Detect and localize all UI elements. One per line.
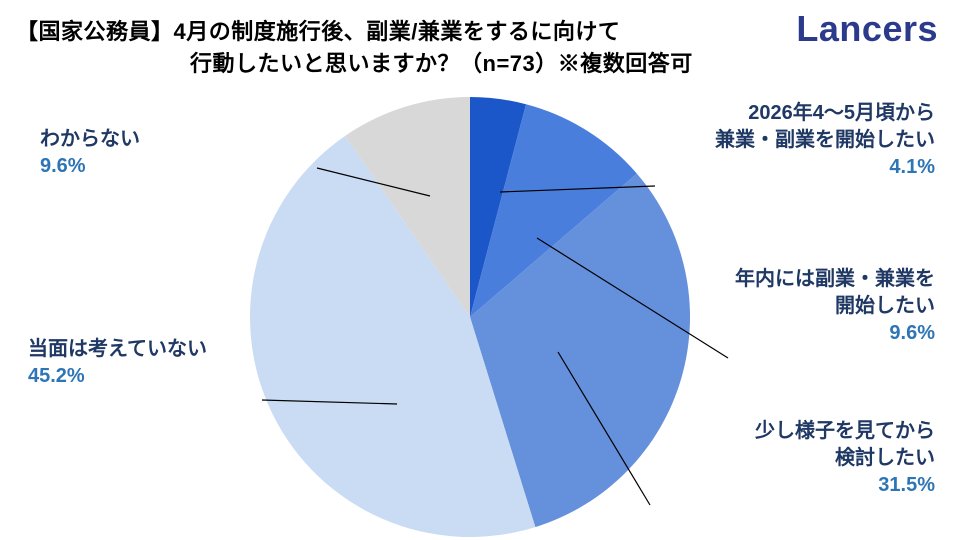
leader-line-year bbox=[536, 237, 729, 359]
pie-slices bbox=[249, 97, 690, 538]
lancers-logo: Lancers bbox=[796, 8, 938, 49]
leader-line-noplan bbox=[261, 399, 398, 405]
callout-noplan: 当面は考えていない 45.2% bbox=[28, 336, 207, 390]
pie-slice bbox=[470, 173, 690, 528]
callout-plan2026-line1: 2026年4～5月頃から bbox=[748, 102, 935, 124]
callout-wait-line2: 検討したい bbox=[835, 447, 935, 469]
callout-noplan-line1: 当面は考えていない bbox=[28, 338, 207, 360]
callout-year: 年内には副業・兼業を 開始したい 9.6% bbox=[735, 266, 935, 347]
callout-year-line1: 年内には副業・兼業を bbox=[735, 268, 935, 290]
callout-noplan-pct: 45.2% bbox=[28, 365, 85, 387]
callout-plan2026: 2026年4～5月頃から 兼業・副業を開始したい 4.1% bbox=[715, 100, 935, 181]
pie-slice bbox=[249, 135, 536, 538]
callout-year-pct: 9.6% bbox=[889, 322, 935, 344]
callout-unknown-pct: 9.6% bbox=[40, 155, 86, 177]
leader-lines bbox=[261, 167, 729, 506]
chart-title-line1: 【国家公務員】4月の制度施行後、副業/兼業をするに向けて bbox=[16, 19, 621, 44]
callout-unknown: わからない 9.6% bbox=[40, 126, 140, 180]
pie-slice bbox=[345, 97, 470, 317]
callout-wait-line1: 少し様子を見てから bbox=[755, 420, 935, 442]
callout-plan2026-pct: 4.1% bbox=[889, 156, 935, 178]
callout-wait-pct: 31.5% bbox=[878, 474, 935, 496]
leader-line-plan2026 bbox=[499, 185, 656, 193]
callout-unknown-line1: わからない bbox=[40, 128, 140, 150]
pie-slice bbox=[470, 104, 637, 317]
chart-title-line2: 行動したいと思いますか？（n=73）※複数回答可 bbox=[190, 51, 693, 76]
callout-plan2026-line2: 兼業・副業を開始したい bbox=[715, 129, 935, 151]
leader-line-wait bbox=[557, 351, 651, 506]
callout-year-line2: 開始したい bbox=[835, 295, 935, 317]
callout-wait: 少し様子を見てから 検討したい 31.5% bbox=[755, 418, 935, 499]
leader-line-unknown bbox=[316, 167, 431, 197]
pie-slice bbox=[470, 97, 527, 317]
